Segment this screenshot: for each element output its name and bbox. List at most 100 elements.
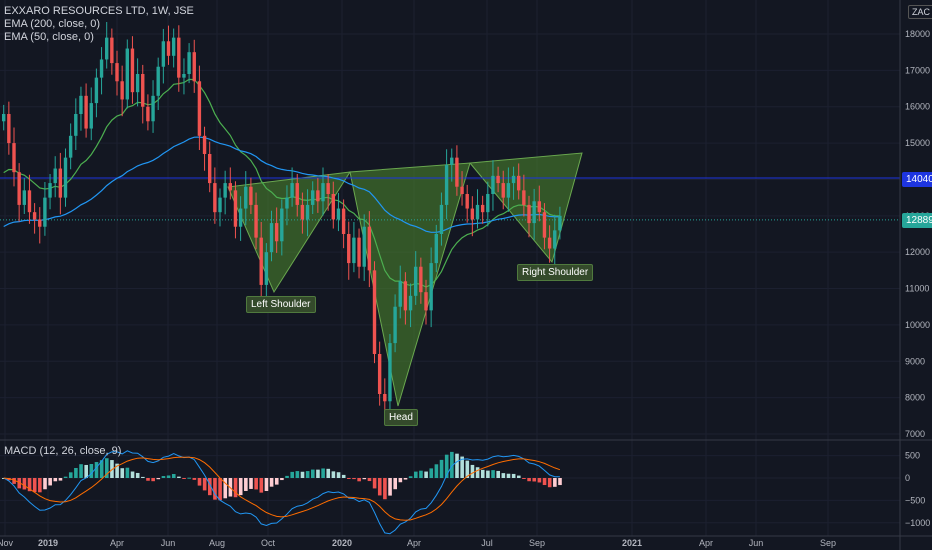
macd-histogram-bar xyxy=(120,468,125,478)
candle-body xyxy=(501,183,505,198)
candle-body xyxy=(511,175,516,184)
candle-body xyxy=(202,135,207,154)
candle-body xyxy=(280,208,284,242)
macd-histogram-bar xyxy=(171,474,176,478)
macd-histogram-bar xyxy=(156,478,161,480)
candle-body xyxy=(300,204,305,220)
macd-histogram-bar xyxy=(218,478,222,501)
candle-body xyxy=(238,208,243,227)
current-price-label: 12889 xyxy=(902,213,932,228)
candle-body xyxy=(146,106,150,122)
macd-histogram-bar xyxy=(187,477,191,479)
macd-histogram-bar xyxy=(244,478,248,491)
candle-body xyxy=(197,81,202,136)
candle-body xyxy=(182,74,186,78)
candle-body xyxy=(357,237,361,267)
candle-body xyxy=(537,201,541,213)
candle-body xyxy=(326,183,330,194)
macd-histogram-bar xyxy=(295,471,300,478)
candle-body xyxy=(398,281,402,307)
candle-body xyxy=(22,190,26,205)
time-tick-label: Sep xyxy=(529,538,545,548)
candle-body xyxy=(74,114,78,136)
candle-body xyxy=(7,114,11,144)
candle-body xyxy=(233,190,238,227)
macd-histogram-bar xyxy=(99,460,104,478)
macd-histogram-bar xyxy=(542,478,547,486)
macd-histogram-bar xyxy=(238,478,243,496)
candle-body xyxy=(388,343,392,402)
macd-tick-label: −1000 xyxy=(905,518,930,528)
ema200-line xyxy=(3,136,560,233)
candle-body xyxy=(424,292,428,311)
macd-histogram-bar xyxy=(341,474,346,478)
candle-body xyxy=(331,194,335,220)
candle-body xyxy=(347,234,351,264)
candle-body xyxy=(161,41,166,67)
left-shoulder-label: Left Shoulder xyxy=(246,296,316,313)
candle-body xyxy=(264,252,269,285)
candle-body xyxy=(290,183,294,198)
candle-body xyxy=(419,266,423,293)
macd-histogram-bar xyxy=(496,470,500,478)
currency-badge[interactable]: ZAC xyxy=(908,5,932,19)
candle-body xyxy=(130,48,135,93)
macd-histogram-bar xyxy=(264,478,269,491)
candle-body xyxy=(43,197,47,227)
price-tick-label: 7000 xyxy=(905,429,925,439)
symbol-title: EXXARO RESOURCES LTD, 1W, JSE xyxy=(4,5,194,17)
candle-body xyxy=(187,52,191,74)
candle-body xyxy=(547,237,552,249)
price-tick-label: 15000 xyxy=(905,138,930,148)
candle-body xyxy=(274,223,279,242)
candle-body xyxy=(336,208,341,220)
candle-body xyxy=(480,204,485,213)
ema200-legend: EMA (200, close, 0) xyxy=(4,18,100,30)
macd-histogram-bar xyxy=(53,478,58,482)
macd-histogram-bar xyxy=(444,454,449,478)
candle-body xyxy=(403,281,408,311)
candles xyxy=(2,22,562,418)
candle-body xyxy=(48,183,52,198)
candle-body xyxy=(141,74,145,107)
time-tick-label: Sep xyxy=(820,538,836,548)
time-tick-label: Nov xyxy=(0,538,13,548)
candle-body xyxy=(295,183,299,205)
candle-body xyxy=(79,95,83,114)
macd-histogram-bar xyxy=(22,478,27,490)
macd-histogram-bar xyxy=(527,478,531,482)
candle-body xyxy=(53,168,57,184)
candle-body xyxy=(38,219,42,227)
macd-histogram-bar xyxy=(32,478,37,493)
macd-histogram-bar xyxy=(290,471,294,478)
macd-histogram-bar xyxy=(383,478,387,500)
macd-histogram-bar xyxy=(486,470,490,478)
macd-histogram-bar xyxy=(79,464,83,478)
macd-histogram-bar xyxy=(223,478,228,499)
candle-body xyxy=(2,114,6,122)
macd-histogram-bar xyxy=(372,478,377,489)
macd-histogram-bar xyxy=(151,478,155,482)
macd-histogram-bar xyxy=(501,473,506,478)
candle-body xyxy=(316,190,320,202)
macd-histogram-bar xyxy=(192,478,197,480)
macd-histogram-bar xyxy=(414,471,418,478)
macd-histogram-bar xyxy=(141,476,145,478)
macd-histogram-bar xyxy=(74,467,78,478)
candle-body xyxy=(517,175,521,191)
macd-histogram-bar xyxy=(553,478,557,487)
head-label: Head xyxy=(384,409,418,426)
macd-histogram-bar xyxy=(465,460,470,478)
macd-histogram-bar xyxy=(125,467,130,478)
candle-body xyxy=(414,266,418,296)
macd-histogram-bar xyxy=(166,475,171,478)
macd-histogram-bar xyxy=(511,473,516,478)
candle-body xyxy=(84,95,88,129)
macd-histogram-bar xyxy=(43,478,47,490)
time-tick-label: Jul xyxy=(481,538,493,548)
candle-body xyxy=(208,154,212,184)
candle-body xyxy=(110,37,114,64)
candle-body xyxy=(408,295,413,311)
